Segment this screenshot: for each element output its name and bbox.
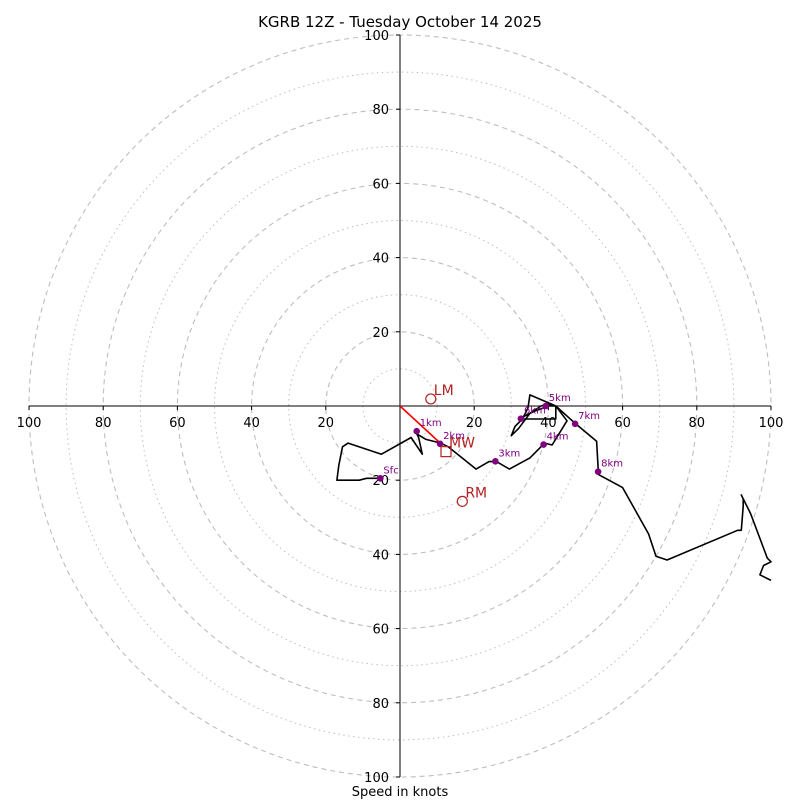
x-tick-label: 40 [243,416,260,431]
height-marker-dot [594,468,602,475]
x-tick-label: 100 [759,416,784,431]
height-marker-label: 4km [547,432,569,443]
hodograph-line [336,394,772,582]
x-tick-label: 80 [689,416,706,431]
x-tick-label: 80 [95,416,112,431]
hodograph-trace [336,394,772,582]
y-tick-label: 80 [372,103,389,118]
height-marker-dot [492,457,499,465]
height-marker-dot [542,402,550,410]
height-marker-label: 7km [578,411,600,422]
x-tick-label: 60 [614,416,631,431]
storm-motion-marker [440,446,452,458]
storm-motion-label: LM [434,383,454,399]
x-tick-label: 20 [466,416,483,431]
shear-vector [399,405,439,442]
x-tick-label: 20 [318,416,335,431]
y-tick-label: 60 [372,623,389,638]
height-marker-label: 1km [420,418,442,429]
height-marker-label: Sfc [383,465,398,476]
height-marker-dot [517,415,525,422]
chart-title: KGRB 12Z - Tuesday October 14 2025 [258,13,542,31]
shear-line [399,405,439,442]
height-marker-label: 2km [443,431,465,442]
y-tick-label: 40 [372,548,389,563]
height-marker-dot [436,440,444,448]
height-marker-dot [413,427,420,435]
height-marker-label: 6km [524,406,546,417]
y-tick-label: 40 [372,252,389,267]
height-marker-dot [377,475,384,482]
x-axis-label: Speed in knots [352,785,449,800]
height-marker-dot [540,441,547,448]
y-tick-label: 60 [372,177,389,192]
y-tick-label: 100 [364,29,389,44]
height-marker-dot [571,420,579,428]
x-tick-label: 60 [169,416,186,431]
storm-motion-label: MW [449,436,475,452]
storm-motion-markers: LM RM MW [425,383,487,507]
storm-motion-label: RM [465,485,487,501]
y-tick-label: 20 [372,326,389,341]
height-marker-label: 3km [498,448,520,459]
storm-motion-marker [456,495,468,507]
storm-motion-marker [425,393,437,405]
height-marker-label: 8km [601,459,623,470]
y-tick-label: 100 [364,771,389,786]
y-tick-label: 80 [372,697,389,712]
height-marker-label: 5km [549,393,571,404]
x-tick-label: 100 [17,416,42,431]
